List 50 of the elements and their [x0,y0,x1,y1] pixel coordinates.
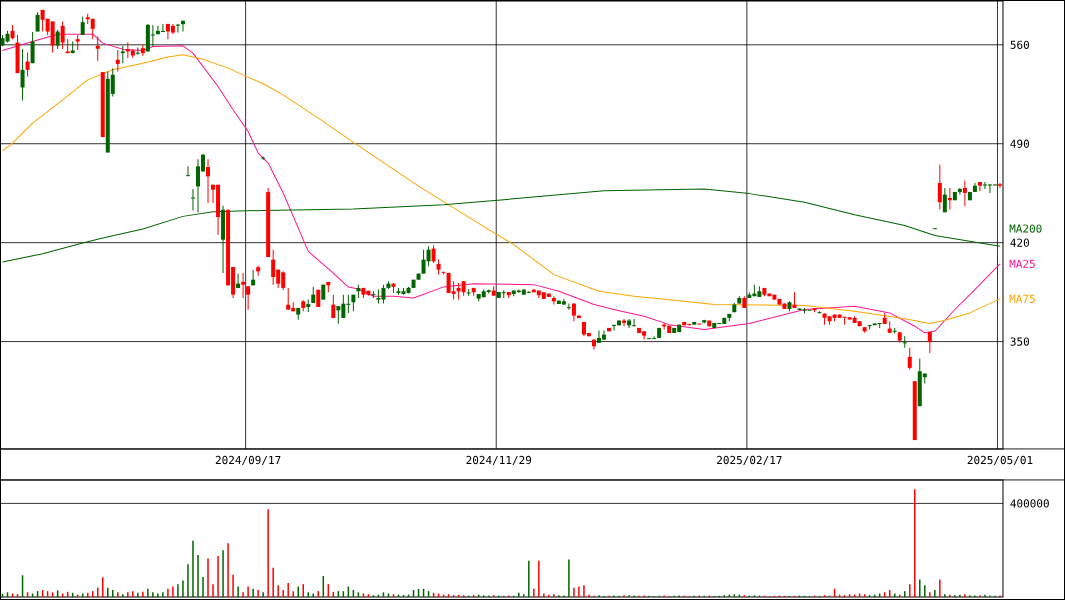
candlestick [842,316,848,326]
candlestick [942,187,947,213]
candlestick [817,310,823,315]
y-tick-label: 560 [1010,40,1030,49]
candlestick [150,24,156,47]
x-tick-label: 2024/11/29 [466,455,532,466]
candlestick [651,335,657,340]
candlestick [160,23,166,33]
candlestick [25,51,30,77]
y-tick-label: 350 [1010,337,1030,346]
candlestick [115,49,120,73]
x-tick-label: 2024/09/17 [215,455,281,466]
candlestick [982,181,988,190]
candlestick [937,164,942,211]
candlestick [271,249,276,286]
candlestick [190,188,196,211]
candlestick [60,20,65,50]
candlestick [631,318,637,327]
candlestick [345,294,351,314]
candlestick [997,182,1002,189]
series-label: MA200 [1009,224,1042,233]
candlestick [977,181,982,192]
candlestick [286,287,291,311]
x-tick-label: 2025/05/01 [967,455,1033,466]
candlestick [957,187,962,196]
y-tick-label: 400000 [1010,499,1049,508]
candlestick [20,48,25,101]
candlestick [256,265,261,277]
candlestick [241,272,246,299]
candlestick [35,11,40,33]
x-tick-label: 2025/02/17 [717,455,782,466]
candlestick [246,285,251,311]
y-tick-label: 490 [1010,139,1030,148]
candlestick [962,180,967,207]
candlestick [95,35,100,62]
series-label: MA25 [1009,259,1035,269]
candlestick [140,44,145,57]
candlestick [175,23,181,34]
candlestick [55,29,60,50]
series-label: MA75 [1009,294,1035,303]
candlestick [185,165,191,177]
candlestick [331,294,336,319]
candlestick [206,158,211,204]
candlestick [987,183,993,194]
y-tick-label: 420 [1010,238,1030,247]
candlestick [566,303,572,311]
candlestick [80,16,85,36]
candlestick [30,31,35,64]
candlestick [611,324,617,332]
candlestick [907,347,912,371]
